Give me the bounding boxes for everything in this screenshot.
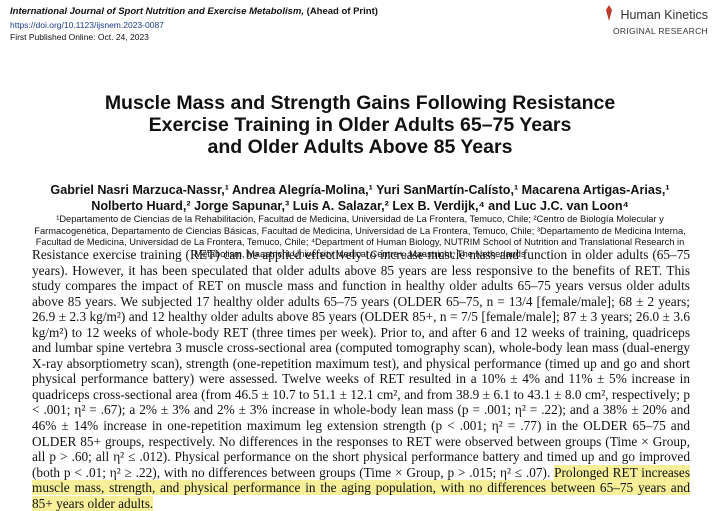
published: First Published Online: Oct. 24, 2023 [10, 32, 149, 42]
title: Muscle Mass and Strength Gains Following… [0, 92, 720, 158]
section: ORIGINAL RESEARCH [613, 26, 708, 36]
authors: Gabriel Nasri Marzuca-Nassr,¹ Andrea Ale… [0, 182, 720, 214]
journal-line: International Journal of Sport Nutrition… [10, 6, 378, 17]
title-line: Exercise Training in Older Adults 65–75 … [148, 114, 572, 136]
status: (Ahead of Print) [306, 6, 378, 17]
affiliations: ¹Departamento de Ciencias de la Rehabili… [34, 214, 686, 259]
journal: International Journal of Sport Nutrition… [10, 6, 305, 17]
abstract-body: Resistance exercise training (RET) can b… [32, 247, 690, 480]
title-line: Muscle Mass and Strength Gains Following… [104, 92, 616, 114]
title-line: and Older Adults Above 85 Years [207, 136, 513, 158]
logo [606, 5, 612, 21]
publisher: Human Kinetics [620, 8, 708, 22]
doi[interactable]: https://doi.org/10.1123/ijsnem.2023-0087 [10, 20, 164, 30]
author-line: Gabriel Nasri Marzuca-Nassr,¹ Andrea Ale… [50, 183, 670, 197]
abstract: Resistance exercise training (RET) can b… [32, 247, 691, 511]
author-line: Nolberto Huard,² Jorge Sapunar,³ Luis A.… [91, 199, 629, 213]
